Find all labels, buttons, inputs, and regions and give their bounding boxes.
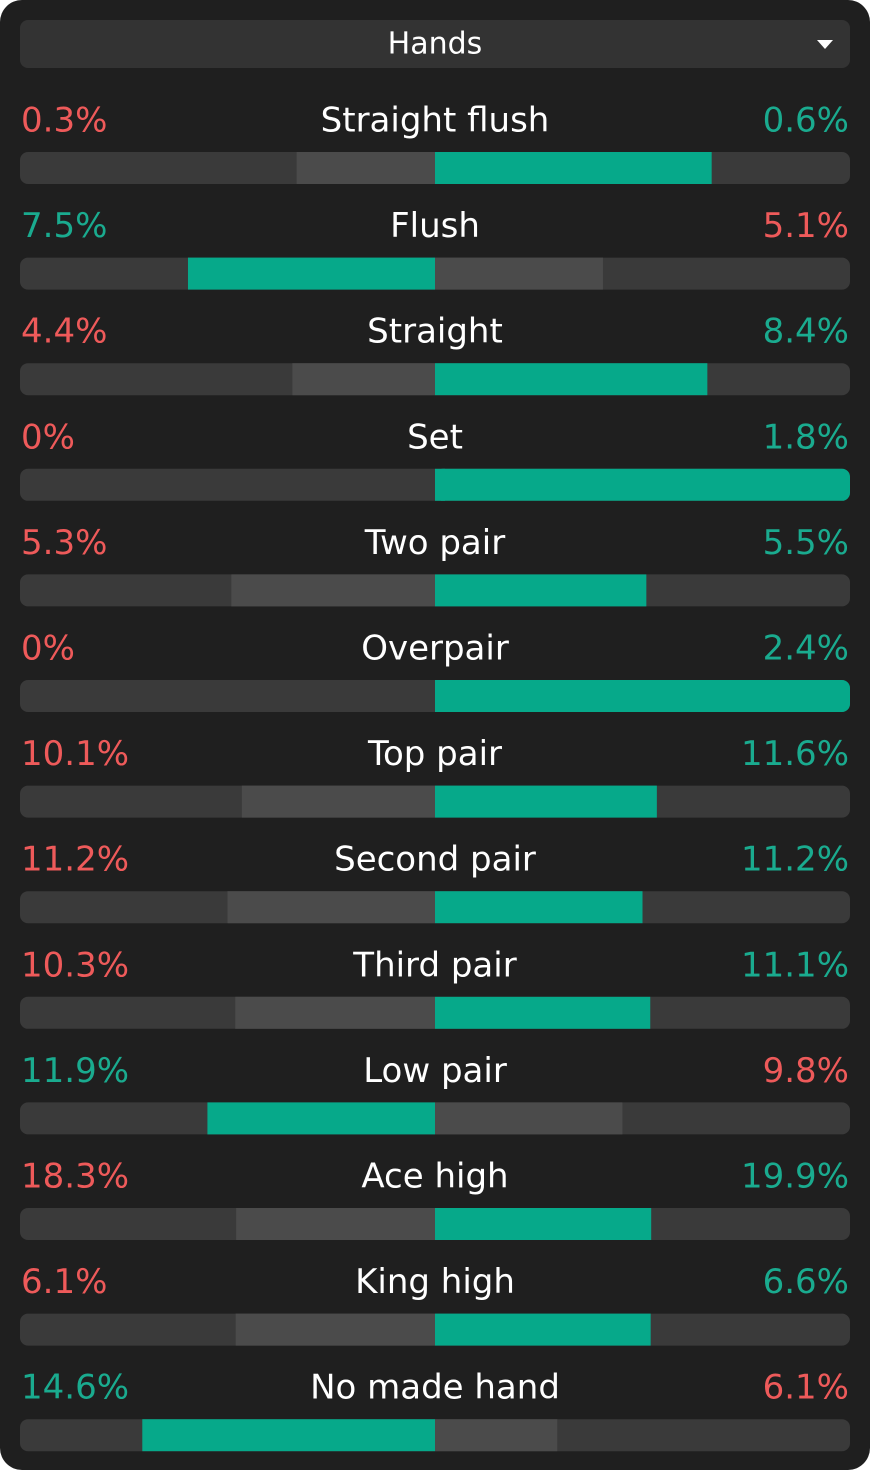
right-value: 6.1% <box>763 1368 849 1408</box>
left-value: 5.3% <box>21 523 107 563</box>
left-value: 0.3% <box>21 101 107 141</box>
left-value: 11.2% <box>21 840 129 880</box>
left-bar <box>142 1419 436 1452</box>
right-value: 19.9% <box>741 1157 849 1197</box>
right-bar-edge <box>435 468 445 501</box>
right-bar <box>435 574 647 607</box>
right-value: 9.8% <box>763 1051 849 1091</box>
right-bar <box>435 891 643 924</box>
right-value: 11.6% <box>741 734 849 774</box>
right-value: 11.1% <box>741 945 849 985</box>
right-value: 5.5% <box>763 523 849 563</box>
left-value: 10.3% <box>21 945 129 985</box>
hand-label: Overpair <box>361 629 509 669</box>
right-bar <box>435 152 712 184</box>
left-value: 0% <box>21 417 75 457</box>
right-bar <box>435 785 657 818</box>
right-value: 8.4% <box>763 312 849 352</box>
left-value: 18.3% <box>21 1157 129 1197</box>
hand-label: Straight <box>367 312 503 352</box>
right-value: 0.6% <box>763 101 849 141</box>
hand-label: King high <box>355 1262 515 1302</box>
left-value: 11.9% <box>21 1051 129 1091</box>
right-bar <box>435 363 708 396</box>
right-bar <box>435 468 850 501</box>
right-value: 2.4% <box>763 629 849 669</box>
hand-label: Low pair <box>363 1051 507 1091</box>
left-value: 0% <box>21 629 75 669</box>
hand-label: Second pair <box>334 840 536 880</box>
dropdown-arrow[interactable] <box>817 40 833 49</box>
left-value: 10.1% <box>21 734 129 774</box>
left-bar <box>241 785 435 818</box>
right-bar <box>435 257 603 290</box>
left-bar <box>187 257 435 290</box>
right-bar <box>435 1419 558 1452</box>
hand-label: Third pair <box>352 945 516 985</box>
right-bar <box>435 1313 651 1346</box>
hand-label: Top pair <box>367 734 502 774</box>
hand-label: Two pair <box>364 523 505 563</box>
right-value: 11.2% <box>741 840 849 880</box>
left-bar <box>207 1102 435 1135</box>
dropdown[interactable] <box>20 20 850 68</box>
left-bar <box>235 996 435 1029</box>
left-bar <box>296 152 435 184</box>
left-bar <box>231 574 435 607</box>
right-value: 5.1% <box>763 206 849 246</box>
left-value: 7.5% <box>21 206 107 246</box>
left-value: 6.1% <box>21 1262 107 1302</box>
right-value: 6.6% <box>763 1262 849 1302</box>
left-bar <box>235 1313 435 1346</box>
right-value: 1.8% <box>763 417 849 457</box>
hand-label: Set <box>407 417 463 457</box>
hand-label: Ace high <box>361 1157 508 1197</box>
hand-label: Straight flush <box>321 101 550 141</box>
left-value: 14.6% <box>21 1368 129 1408</box>
left-value: 4.4% <box>21 312 107 352</box>
hand-label: Flush <box>390 206 480 246</box>
left-bar <box>292 363 435 396</box>
right-bar <box>435 996 651 1029</box>
right-bar <box>435 1102 623 1135</box>
right-bar <box>435 680 850 712</box>
hand-label: No made hand <box>310 1368 560 1408</box>
right-bar <box>435 1208 652 1240</box>
right-bar-edge <box>435 680 445 712</box>
left-bar <box>227 891 435 924</box>
left-bar <box>236 1208 435 1240</box>
dropdown-title[interactable]: Hands <box>388 27 483 62</box>
